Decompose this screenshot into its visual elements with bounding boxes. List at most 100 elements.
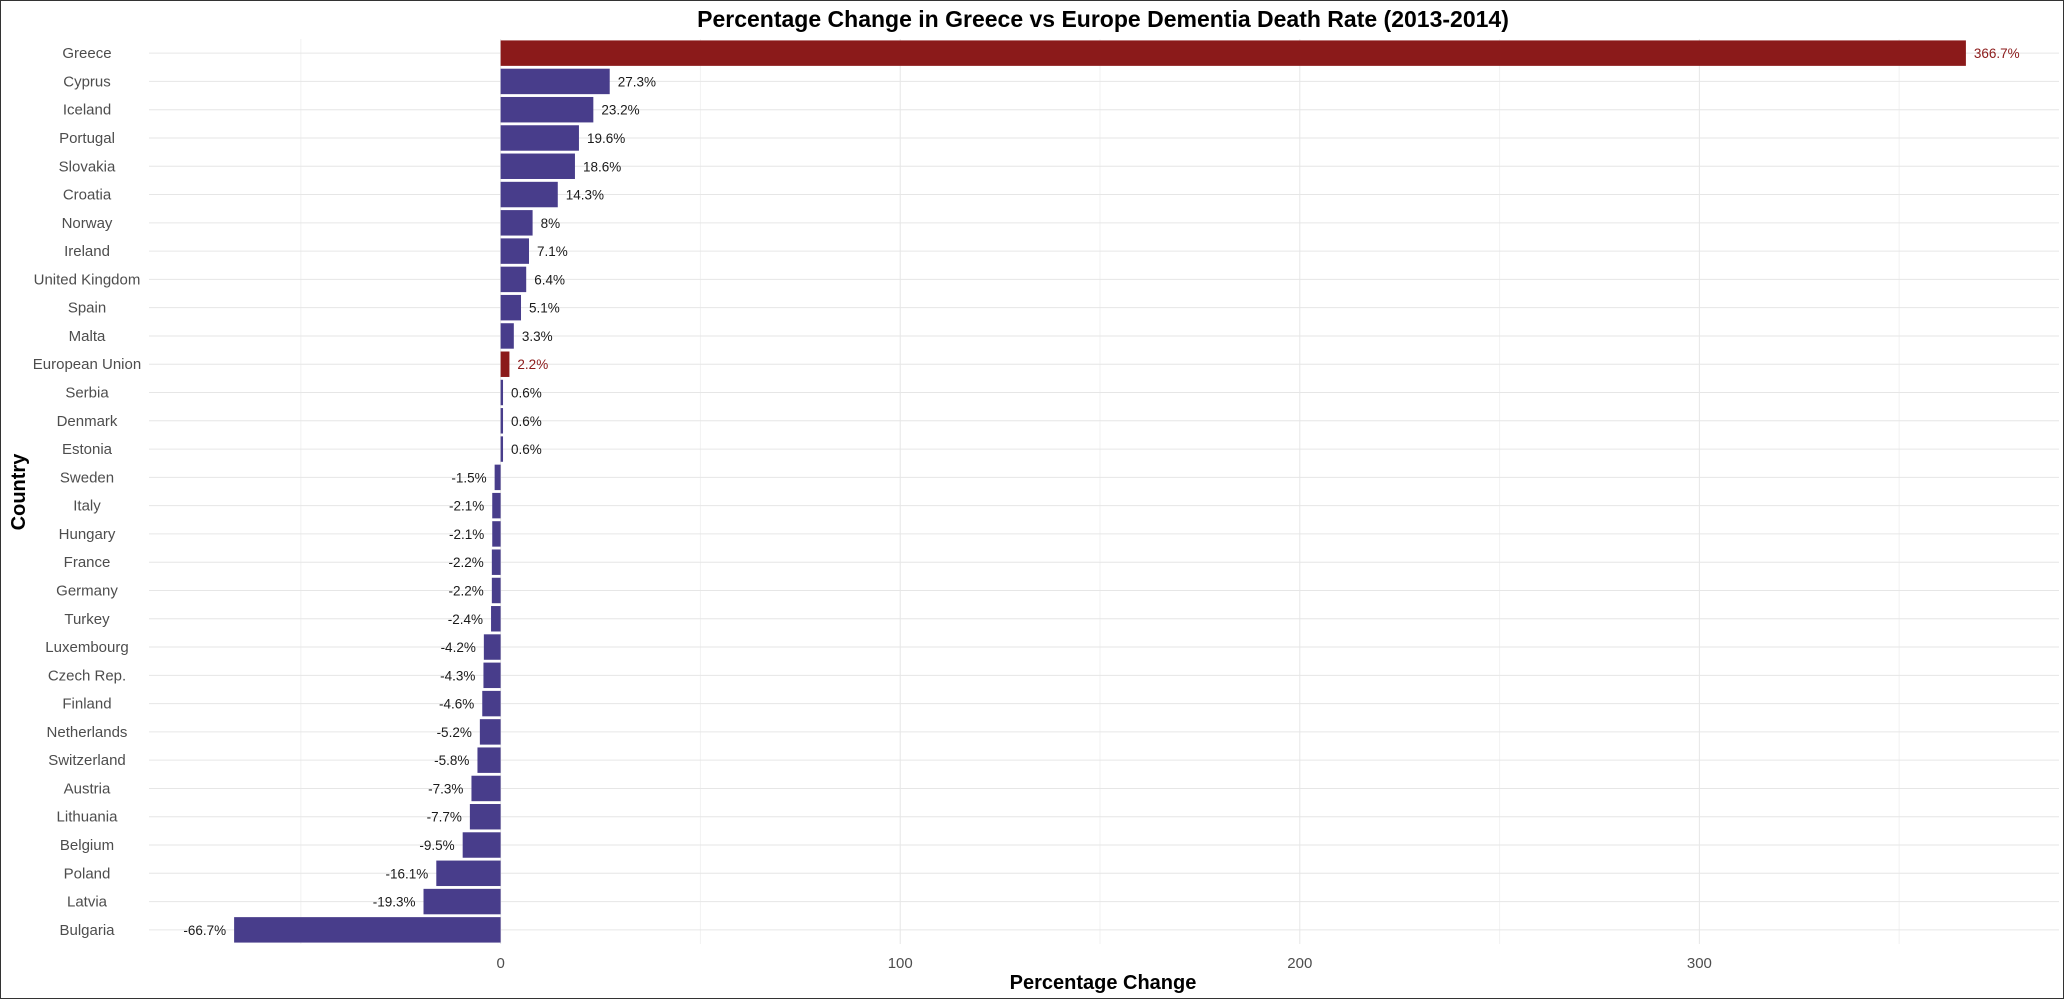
bar <box>500 125 579 151</box>
bar <box>492 521 501 547</box>
bar <box>500 40 1966 66</box>
y-tick-label: Ireland <box>64 243 110 260</box>
data-label: -66.7% <box>183 923 226 938</box>
data-label: 0.6% <box>511 442 542 457</box>
x-axis-title: Percentage Change <box>1010 972 1197 994</box>
y-tick-label: European Union <box>33 356 141 373</box>
y-axis-tick-labels: Greece Cyprus Iceland Portugal Slovakia Croat… <box>33 45 141 939</box>
data-label: -4.2% <box>441 640 476 655</box>
y-tick-label: Turkey <box>64 611 110 628</box>
x-tick-label: 100 <box>888 955 913 972</box>
data-label: 5.1% <box>529 301 560 316</box>
x-axis-tick-labels: 0 100 200 300 <box>496 955 1711 972</box>
bar <box>469 804 501 830</box>
x-tick-label: 0 <box>496 955 504 972</box>
y-tick-label: Portugal <box>59 130 115 147</box>
bar <box>491 606 501 632</box>
y-tick-label: Greece <box>62 45 111 62</box>
y-tick-label: Lithuania <box>57 809 119 826</box>
data-label: -4.3% <box>440 668 475 683</box>
data-label: -5.8% <box>434 753 469 768</box>
bar <box>500 351 510 377</box>
gridlines <box>149 39 2059 944</box>
y-tick-label: Luxembourg <box>45 639 128 656</box>
y-tick-label: Iceland <box>63 102 111 119</box>
data-label: 2.2% <box>517 357 548 372</box>
bar <box>462 832 501 858</box>
y-tick-label: Spain <box>68 300 106 317</box>
bar <box>500 294 522 321</box>
bar <box>477 747 501 773</box>
data-label: 366.7% <box>1974 46 2020 61</box>
bar <box>479 719 501 745</box>
y-tick-label: Estonia <box>62 441 113 458</box>
bar <box>500 210 533 236</box>
y-tick-label: Latvia <box>67 894 108 911</box>
bar <box>436 860 501 887</box>
data-label: 27.3% <box>618 74 656 89</box>
y-tick-label: Switzerland <box>48 752 126 769</box>
y-tick-label: Malta <box>69 328 106 345</box>
bar <box>500 436 504 462</box>
data-label: 6.4% <box>534 272 565 287</box>
bar <box>491 577 501 604</box>
y-tick-label: Austria <box>64 780 111 797</box>
data-label: -2.4% <box>448 612 483 627</box>
bar <box>500 153 575 179</box>
bar <box>500 68 610 95</box>
data-label: -4.6% <box>439 697 474 712</box>
y-tick-label: Hungary <box>59 526 116 543</box>
y-tick-label: Czech Rep. <box>48 667 126 684</box>
data-label: 3.3% <box>522 329 553 344</box>
data-label: 18.6% <box>583 159 621 174</box>
data-label: -16.1% <box>386 866 429 881</box>
bar <box>492 492 501 519</box>
bar <box>500 266 527 293</box>
y-tick-label: Denmark <box>57 413 118 430</box>
data-label: -1.5% <box>451 470 486 485</box>
bar <box>482 690 501 717</box>
data-label: -5.2% <box>437 725 472 740</box>
data-label: -7.3% <box>428 781 463 796</box>
data-label: -2.1% <box>449 527 484 542</box>
chart-title: Percentage Change in Greece vs Europe De… <box>697 6 1509 32</box>
data-label: -7.7% <box>427 810 462 825</box>
bar <box>483 662 501 689</box>
y-tick-label: France <box>64 554 111 571</box>
y-tick-label: Germany <box>56 582 118 599</box>
data-label: -2.2% <box>449 555 484 570</box>
data-label: -2.2% <box>449 583 484 598</box>
y-tick-label: Sweden <box>60 469 114 486</box>
bar <box>500 238 530 264</box>
data-label: -19.3% <box>373 895 416 910</box>
y-tick-label: Finland <box>62 696 111 713</box>
data-label: -9.5% <box>419 838 454 853</box>
x-tick-label: 300 <box>1687 955 1712 972</box>
bar <box>471 775 501 802</box>
data-label: 23.2% <box>601 103 639 118</box>
bar <box>500 323 514 349</box>
bar <box>234 917 501 943</box>
bars <box>234 40 1966 943</box>
data-label: 19.6% <box>587 131 625 146</box>
bar <box>491 549 501 575</box>
bar <box>500 379 504 406</box>
data-label: 8% <box>541 216 561 231</box>
y-tick-label: Belgium <box>60 837 114 854</box>
y-tick-label: Poland <box>64 865 111 882</box>
y-tick-label: Italy <box>73 498 101 515</box>
data-label: 7.1% <box>537 244 568 259</box>
y-tick-label: Croatia <box>63 187 112 204</box>
x-tick-label: 200 <box>1287 955 1312 972</box>
y-tick-label: Slovakia <box>59 158 116 175</box>
bar <box>483 634 501 660</box>
bar <box>500 181 558 208</box>
data-labels: 366.7% 27.3% 23.2% 19.6% 18.6% 14.3% 8% 7.1% 6.4… <box>183 46 2019 938</box>
data-label: 0.6% <box>511 386 542 401</box>
bar <box>500 96 594 123</box>
data-label: 14.3% <box>566 188 604 203</box>
bar <box>423 888 501 915</box>
bar <box>494 464 501 491</box>
